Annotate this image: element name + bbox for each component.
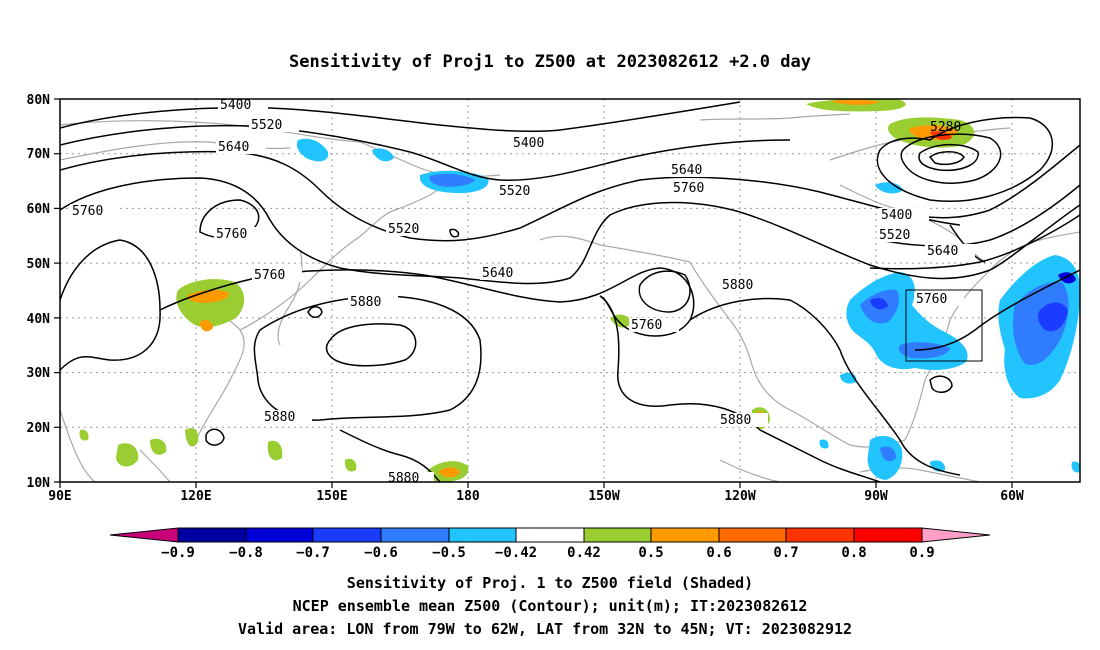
lat-label: 10N xyxy=(27,476,51,491)
colorbar-label: −0.6 xyxy=(364,545,398,561)
colorbar-bin xyxy=(245,527,314,543)
valid-area-box xyxy=(905,289,983,362)
colorbar-low-triangle xyxy=(109,527,179,543)
contour-label: 5520 xyxy=(499,184,530,199)
figure-title: Sensitivity of Proj1 to Z500 at 20230826… xyxy=(289,52,811,72)
contour-label: 5520 xyxy=(879,228,910,243)
colorbar-label: 0.7 xyxy=(773,545,798,561)
caption-line: Sensitivity of Proj. 1 to Z500 field (Sh… xyxy=(347,574,753,592)
lon-label: 120E xyxy=(180,489,211,504)
lat-label: 60N xyxy=(27,202,51,217)
lat-label: 20N xyxy=(27,421,51,436)
colorbar-label: −0.7 xyxy=(296,545,330,561)
colorbar-label: −0.5 xyxy=(432,545,466,561)
contour-label: 5400 xyxy=(220,98,251,113)
contour-label: 5880 xyxy=(720,413,751,428)
map-frame xyxy=(59,98,1081,483)
caption: Sensitivity of Proj. 1 to Z500 field (Sh… xyxy=(238,574,852,638)
lon-label: 90E xyxy=(48,489,71,504)
lon-label: 90W xyxy=(864,489,888,504)
contour-label: 5760 xyxy=(916,292,947,307)
contour-label: 5400 xyxy=(513,136,544,151)
lon-label: 150W xyxy=(588,489,619,504)
colorbar-bin xyxy=(853,527,923,543)
contour-label: 5760 xyxy=(254,268,285,283)
colorbar-label: 0.9 xyxy=(909,545,934,561)
lon-label: 180 xyxy=(456,489,480,504)
lon-label: 150E xyxy=(316,489,347,504)
lat-label: 30N xyxy=(27,366,51,381)
colorbar-bin xyxy=(448,527,517,543)
sensitivity-shading xyxy=(79,99,1080,482)
longitude-labels: 90E 120E 150E 180 150W 120W 90W 60W xyxy=(48,489,1024,504)
colorbar-labels: −0.9 −0.8 −0.7 −0.6 −0.5 −0.42 0.42 0.5 … xyxy=(161,545,935,561)
lon-label: 120W xyxy=(724,489,755,504)
colorbar-high-triangle xyxy=(921,527,991,543)
caption-line: NCEP ensemble mean Z500 (Contour); unit(… xyxy=(293,597,808,615)
colorbar-label: 0.6 xyxy=(706,545,731,561)
lat-label: 70N xyxy=(27,147,51,162)
axis-ticks xyxy=(54,98,1013,488)
colorbar-label: −0.9 xyxy=(161,545,195,561)
lat-label: 80N xyxy=(27,93,51,108)
contour-label: 5760 xyxy=(216,227,247,242)
colorbar-label: −0.8 xyxy=(229,545,263,561)
colorbar-label: 0.5 xyxy=(638,545,663,561)
contour-label: 5880 xyxy=(350,295,381,310)
colorbar-label: −0.42 xyxy=(495,545,537,561)
contour-labels: 5400 5520 5640 5760 5760 5760 5880 5880 … xyxy=(70,98,975,486)
contour-label: 5880 xyxy=(264,410,295,425)
contour-label: 5520 xyxy=(388,222,419,237)
colorbar-bin xyxy=(177,527,247,543)
colorbar-bin xyxy=(650,527,720,543)
lon-label: 60W xyxy=(1000,489,1024,504)
colorbar-bin xyxy=(583,527,652,543)
caption-line: Valid area: LON from 79W to 62W, LAT fro… xyxy=(238,620,852,638)
colorbar-bin xyxy=(312,527,382,543)
contour-label: 5880 xyxy=(388,471,419,486)
lat-label: 40N xyxy=(27,312,51,327)
colorbar xyxy=(109,527,991,543)
colorbar-bin xyxy=(515,527,585,543)
colorbar-bin xyxy=(718,527,787,543)
contour-label: 5520 xyxy=(251,118,282,133)
contour-label: 5880 xyxy=(722,278,753,293)
contour-label: 5760 xyxy=(72,204,103,219)
lat-label: 50N xyxy=(27,257,51,272)
contour-label: 5640 xyxy=(927,244,958,259)
contour-label: 5640 xyxy=(671,163,702,178)
colorbar-label: 0.8 xyxy=(841,545,866,561)
colorbar-bin xyxy=(785,527,855,543)
latitude-labels: 80N 70N 60N 50N 40N 30N 20N 10N xyxy=(27,93,51,491)
colorbar-bin xyxy=(380,527,450,543)
contour-label: 5640 xyxy=(218,140,249,155)
contour-label: 5760 xyxy=(673,181,704,196)
colorbar-label: 0.42 xyxy=(567,545,601,561)
contour-label: 5760 xyxy=(631,318,662,333)
contour-label: 5640 xyxy=(482,266,513,281)
contour-label: 5400 xyxy=(881,208,912,223)
contour-label: 5280 xyxy=(930,120,961,135)
